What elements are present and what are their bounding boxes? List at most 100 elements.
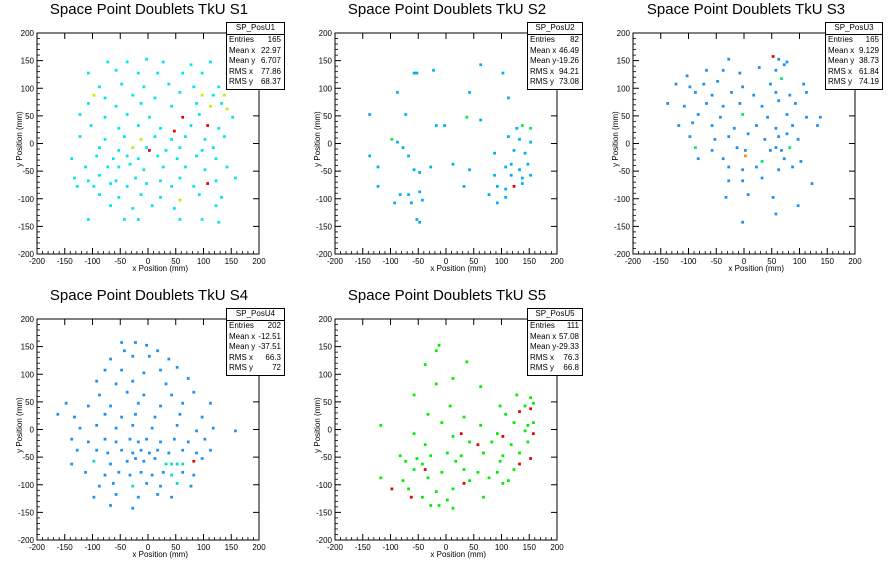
- stats-value: 202: [267, 321, 281, 330]
- histogram-bin: [760, 160, 764, 163]
- histogram-bin: [178, 218, 182, 221]
- histogram-bin: [114, 68, 118, 72]
- histogram-bin: [520, 182, 524, 185]
- histogram-bin: [56, 412, 60, 416]
- histogram-plot-s4: -200 -150 -100 -50 0 50 100 150 200 -200 -150 -100 -…: [15, 315, 266, 559]
- histogram-pad-s3: Space Point Doublets TkU S3 -200 -150 -100…: [596, 0, 896, 286]
- histogram-bin: [175, 481, 179, 485]
- histogram-bin: [159, 404, 162, 408]
- histogram-bin: [421, 198, 424, 202]
- histogram-bin: [225, 165, 229, 169]
- histogram-bin: [131, 379, 135, 383]
- stats-box: SP_PosU5 Entries 111 Mean x 57.08 Mean y -2…: [527, 308, 583, 376]
- histogram-bin: [153, 96, 157, 100]
- histogram-bin: [816, 124, 819, 127]
- histogram-bin: [705, 102, 708, 105]
- x-axis-label: x Position (mm): [430, 264, 486, 273]
- y-tick-label: 0: [626, 140, 631, 149]
- histogram-bin: [479, 423, 483, 427]
- histogram-bin: [150, 204, 154, 208]
- y-tick-label: 0: [30, 140, 35, 149]
- histogram-bin: [175, 462, 179, 466]
- histogram-bin: [136, 218, 140, 221]
- x-axis-label: x Position (mm): [430, 550, 486, 559]
- histogram-bin: [482, 451, 485, 455]
- histogram-bin: [117, 149, 121, 152]
- histogram-bin: [368, 113, 372, 116]
- histogram-bin: [197, 193, 201, 196]
- histogram-bin: [78, 426, 82, 430]
- histogram-bin: [504, 165, 508, 169]
- histogram-bin: [423, 468, 427, 471]
- histogram-bin: [123, 218, 126, 221]
- histogram-bin: [741, 168, 744, 172]
- histogram-bin: [197, 113, 201, 116]
- y-tick-label: 200: [21, 315, 35, 324]
- histogram-bin: [170, 137, 173, 141]
- histogram-bin: [415, 457, 419, 460]
- histogram-bin: [710, 124, 714, 127]
- histogram-bin: [760, 104, 764, 108]
- histogram-bin: [159, 126, 162, 130]
- histogram-bin: [86, 179, 90, 183]
- histogram-bin: [401, 479, 405, 482]
- histogram-bin: [142, 371, 146, 375]
- histogram-bin: [774, 212, 778, 216]
- y-tick-label: 50: [25, 112, 34, 121]
- x-axis-label: x Position (mm): [728, 264, 784, 273]
- histogram-bin: [231, 115, 235, 119]
- histogram-bin: [520, 176, 524, 180]
- histogram-bin: [479, 118, 483, 122]
- stats-label: RMS y: [530, 363, 554, 372]
- histogram-bin: [777, 135, 781, 138]
- histogram-bin: [459, 454, 463, 458]
- y-tick-label: -100: [18, 195, 35, 204]
- histogram-bin: [125, 60, 129, 64]
- histogram-bin: [131, 506, 135, 510]
- histogram-bin: [666, 102, 670, 105]
- x-tick-label: -50: [710, 257, 722, 266]
- histogram-bin: [172, 129, 176, 133]
- histogram-bin: [145, 146, 148, 150]
- y-axis-label: y Position (mm): [313, 397, 322, 453]
- histogram-bin: [732, 126, 736, 130]
- y-tick-label: -150: [316, 508, 333, 517]
- histogram-bin: [214, 204, 218, 208]
- plot-title: Space Point Doublets TkU S1: [49, 1, 249, 18]
- x-tick-label: 100: [793, 257, 807, 266]
- histogram-bin: [200, 71, 204, 75]
- histogram-bin: [234, 176, 237, 180]
- histogram-bin: [120, 415, 124, 419]
- histogram-bin: [396, 140, 399, 144]
- histogram-bin: [195, 451, 198, 455]
- histogram-bin: [181, 71, 185, 75]
- x-tick-label: 150: [523, 257, 537, 266]
- histogram-bin: [451, 435, 455, 438]
- stats-row-mean-x: Mean x 22.97: [227, 46, 284, 57]
- histogram-bin: [409, 495, 413, 499]
- stats-box: SP_PosU2 Entries 82 Mean x 46.49 Mean y -19…: [527, 22, 583, 90]
- histogram-bin: [220, 102, 223, 105]
- histogram-bin: [95, 154, 99, 158]
- stats-label: Mean y: [229, 56, 256, 65]
- y-axis-label: y Position (mm): [611, 111, 620, 167]
- histogram-bin: [200, 93, 204, 97]
- histogram-bin: [200, 415, 204, 419]
- stats-label: Entries: [229, 321, 254, 330]
- histogram-bin: [462, 415, 466, 419]
- histogram-bin: [156, 448, 160, 452]
- histogram-bin: [785, 113, 789, 116]
- histogram-bin: [509, 443, 513, 447]
- histogram-bin: [148, 149, 151, 152]
- histogram-bin: [426, 476, 430, 480]
- histogram-bin: [465, 360, 469, 364]
- stats-label: Entries: [530, 35, 555, 44]
- histogram-bin: [694, 146, 697, 150]
- stats-label: Mean x: [229, 45, 256, 55]
- histogram-bin: [73, 415, 76, 419]
- histogram-bin: [532, 421, 535, 424]
- plot-title: Space Point Doublets TkU S3: [646, 1, 846, 18]
- x-tick-label: 150: [225, 543, 239, 552]
- histogram-bin: [421, 462, 424, 466]
- histogram-bin: [396, 91, 399, 94]
